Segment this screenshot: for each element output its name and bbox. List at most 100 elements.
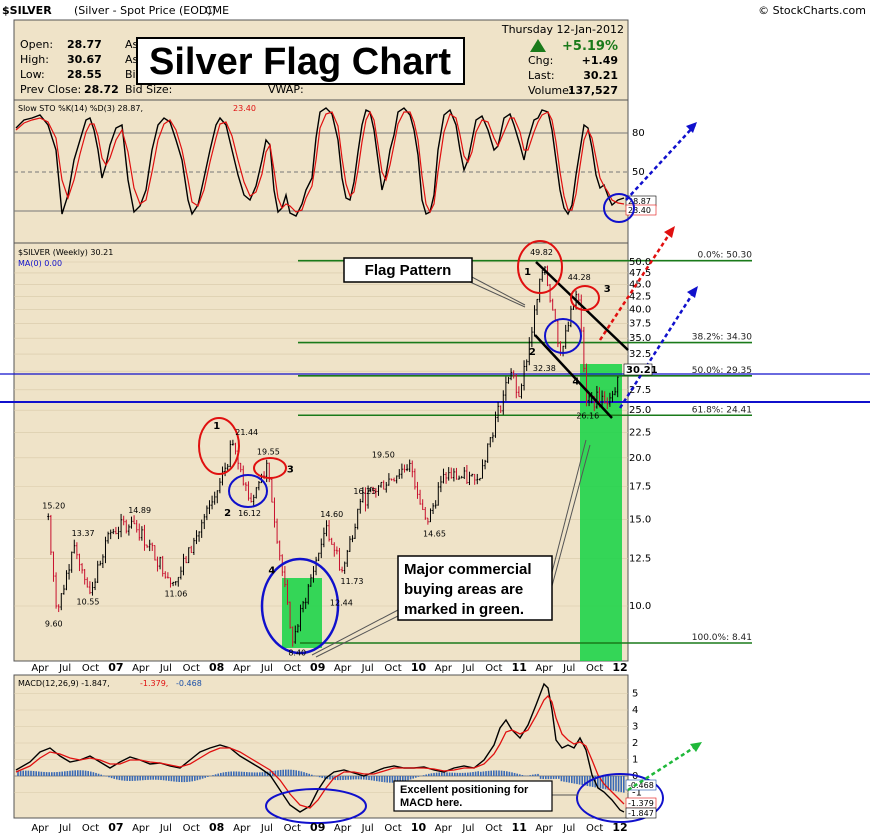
x-tick-label: 08 <box>209 661 224 674</box>
sto-legend-d: 23.40 <box>233 104 256 113</box>
pct-change: +5.19% <box>562 39 618 54</box>
macd-callout-line-1: Excellent positioning for <box>400 784 529 796</box>
price-bars <box>47 265 619 647</box>
macd-legend-signal: -1.379, <box>140 679 168 688</box>
x-tick-label: Apr <box>31 663 49 674</box>
red-circle-2011-b <box>570 285 600 311</box>
x-tick-label: Apr <box>535 823 553 834</box>
quote-date: Thursday 12-Jan-2012 <box>501 23 624 36</box>
x-tick-label: Jul <box>159 823 172 834</box>
x-tick-label: Jul <box>562 663 575 674</box>
bid-size-label: Bid Size: <box>125 83 172 96</box>
last-value: 30.21 <box>583 69 618 82</box>
prev-close-label: Prev Close: <box>20 83 81 96</box>
x-axis-macd: Apr Jul Oct 07 Apr Jul Oct 08 Apr Jul Oct 09 Apr Jul O… <box>31 821 627 834</box>
symbol-name: (Silver - Spot Price (EOD)) <box>74 4 216 17</box>
point-label: 14.60 <box>320 510 343 519</box>
x-tick-label: Apr <box>132 823 150 834</box>
price-ticks: 10.012.515.017.520.022.525.027.530.032.5… <box>629 257 651 612</box>
price-tick-label: 35.0 <box>629 333 651 344</box>
commercial-callout-box <box>397 555 553 621</box>
price-tick-label: 40.0 <box>629 305 651 316</box>
x-tick-label: Oct <box>384 823 401 834</box>
point-label: 26.16 <box>576 411 599 420</box>
point-label: 16.12 <box>238 509 261 518</box>
x-tick-label: 10 <box>411 821 427 834</box>
flag-upper-line <box>535 261 629 351</box>
price-tick-label: 20.0 <box>629 453 651 464</box>
point-label: 19.55 <box>257 448 280 457</box>
price-tick-label: 15.0 <box>629 514 651 525</box>
red-circle-2008-b <box>253 457 287 479</box>
x-tick-label: 09 <box>310 661 325 674</box>
point-labels: 15.20 13.37 10.55 9.60 14.89 11.06 21.44 16.12 1… <box>42 248 599 657</box>
x-tick-label: Jul <box>361 823 374 834</box>
last-price-value: 30.21 <box>626 365 658 376</box>
x-tick-label: Jul <box>260 663 273 674</box>
x-tick-label: Apr <box>334 663 352 674</box>
point-label: 44.28 <box>568 273 591 282</box>
blue-circle-2008-bottom <box>260 557 340 655</box>
x-tick-label: 10 <box>411 661 427 674</box>
x-tick-label: Jul <box>58 823 71 834</box>
point-label: 11.06 <box>164 589 187 598</box>
ask-label: As <box>125 38 139 51</box>
x-tick-label: Jul <box>159 663 172 674</box>
x-tick-label: 08 <box>209 821 224 834</box>
macd-blue-ellipse-2008 <box>265 788 367 824</box>
x-tick-label: Apr <box>233 663 251 674</box>
red-circle-2011-top <box>517 240 563 294</box>
stochastic-panel: Slow STO %K(14) %D(3) 28.87, 23.40 80 50… <box>13 99 697 244</box>
macd-tick-label: 4 <box>632 705 638 716</box>
blue-circle-2011-mid <box>544 318 582 354</box>
x-tick-label: Jul <box>58 663 71 674</box>
blue-circle-2008-mid <box>228 474 268 508</box>
price-legend: $SILVER (Weekly) 30.21 <box>18 248 113 257</box>
macd-signal-line <box>15 694 625 809</box>
price-panel: $SILVER (Weekly) 30.21 MA(0) 0.00 0.0%: … <box>0 226 870 662</box>
header: $SILVER (Silver - Spot Price (EOD)) CME … <box>2 4 866 101</box>
point-label: 8.40 <box>288 648 306 657</box>
x-tick-label: Oct <box>82 823 99 834</box>
sto-d-value: 23.40 <box>628 206 651 215</box>
price-tick-label: 42.5 <box>629 292 651 303</box>
macd-callout-box <box>393 780 553 812</box>
buy-zone-2011 <box>580 364 622 661</box>
point-label: 9.60 <box>45 620 63 629</box>
fib-label: 0.0%: 50.30 <box>697 251 752 261</box>
macd-tick-label: 5 <box>632 689 638 700</box>
sto-projection-arrow <box>625 124 696 201</box>
exchange: CME <box>205 4 229 17</box>
open-value: 28.77 <box>67 38 102 51</box>
high-label: High: <box>20 53 49 66</box>
wave-number: 3 <box>287 465 294 476</box>
vwap-label: VWAP: <box>268 83 304 96</box>
x-tick-label: Apr <box>535 663 553 674</box>
flag-callout-text: Flag Pattern <box>365 262 452 279</box>
sto-blue-circle <box>603 193 635 223</box>
blue-arrowhead-icon <box>687 286 698 298</box>
x-tick-label: 07 <box>108 661 123 674</box>
point-label: 11.73 <box>341 577 364 586</box>
sto-legend: Slow STO %K(14) %D(3) 28.87, <box>18 104 143 113</box>
price-tick-label: 22.5 <box>629 428 651 439</box>
point-label: 49.82 <box>530 248 553 257</box>
price-tick-label: 10.0 <box>629 601 651 612</box>
point-label: 15.20 <box>42 501 65 510</box>
blue-projection-arrow <box>618 289 697 409</box>
title-box <box>136 37 465 85</box>
sto-d-line <box>15 110 625 214</box>
red-arrowhead-icon <box>664 226 675 238</box>
x-tick-label: Apr <box>31 823 49 834</box>
fib-label: 50.0%: 29.35 <box>692 366 752 376</box>
point-label: 19.50 <box>372 450 395 459</box>
x-tick-label: Oct <box>284 663 301 674</box>
x-tick-label: Apr <box>334 823 352 834</box>
chart-title: Silver Flag Chart <box>149 41 451 83</box>
flag-callout-line <box>469 275 526 306</box>
x-tick-label: Oct <box>183 823 200 834</box>
sto-tick-80: 80 <box>632 128 645 139</box>
x-tick-label: 07 <box>108 821 123 834</box>
last-label: Last: <box>528 69 555 82</box>
price-tick-label: 27.5 <box>629 385 651 396</box>
